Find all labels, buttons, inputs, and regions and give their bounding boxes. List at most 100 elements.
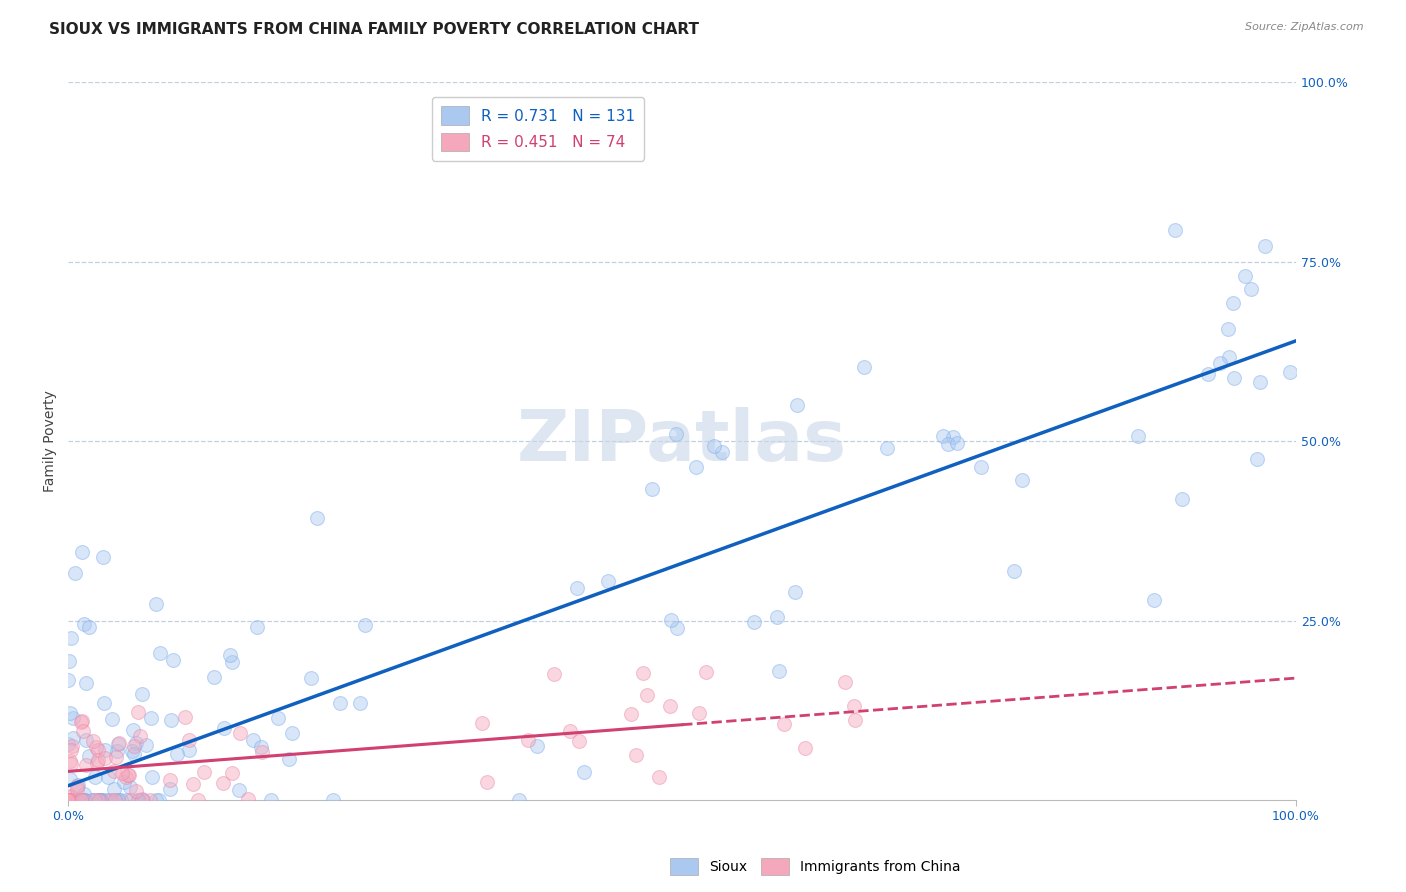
Point xyxy=(631,666,654,681)
Point xyxy=(228,782,250,797)
Point xyxy=(183,776,205,790)
Point xyxy=(299,671,322,685)
Point xyxy=(59,793,82,807)
Point xyxy=(783,585,806,599)
Point xyxy=(70,793,93,807)
Point xyxy=(122,739,145,753)
Point xyxy=(322,793,344,807)
Point xyxy=(77,749,100,764)
Point xyxy=(768,665,790,679)
Point xyxy=(58,793,80,807)
Point xyxy=(695,665,717,679)
Point xyxy=(86,756,108,771)
Point xyxy=(105,750,128,764)
Point xyxy=(246,620,269,634)
Point xyxy=(70,714,93,728)
Point xyxy=(63,793,86,807)
Point xyxy=(89,793,111,807)
Point xyxy=(626,748,648,763)
Point xyxy=(1218,322,1240,336)
Point xyxy=(946,435,969,450)
Point xyxy=(59,742,82,756)
Legend: R = 0.731   N = 131, R = 0.451   N = 74: R = 0.731 N = 131, R = 0.451 N = 74 xyxy=(432,97,644,161)
Point xyxy=(84,793,107,807)
Point xyxy=(1249,376,1271,390)
Point xyxy=(118,780,141,795)
Legend: Sioux, Immigrants from China: Sioux, Immigrants from China xyxy=(665,853,966,880)
Point xyxy=(94,742,117,756)
Point xyxy=(193,765,215,780)
Point xyxy=(58,789,80,803)
Point xyxy=(87,792,110,806)
Point xyxy=(107,736,129,750)
Point xyxy=(58,654,80,668)
Point xyxy=(66,781,89,796)
Point xyxy=(87,743,110,757)
Point xyxy=(75,758,97,772)
Point xyxy=(60,756,83,771)
Point xyxy=(250,739,273,754)
Point xyxy=(97,793,120,807)
Point xyxy=(103,764,125,778)
Point xyxy=(59,631,82,645)
Point xyxy=(66,778,89,792)
Text: ZIPatlas: ZIPatlas xyxy=(517,407,848,475)
Point xyxy=(970,459,993,474)
Point xyxy=(86,740,108,755)
Point xyxy=(1254,239,1277,253)
Point xyxy=(658,699,681,714)
Point xyxy=(105,743,128,757)
Point xyxy=(572,765,595,780)
Point xyxy=(101,712,124,726)
Point xyxy=(58,790,80,805)
Point xyxy=(1278,365,1301,379)
Point xyxy=(122,723,145,738)
Point xyxy=(166,747,188,761)
Point xyxy=(711,445,734,459)
Point xyxy=(58,793,80,807)
Point xyxy=(475,775,498,789)
Point xyxy=(834,674,856,689)
Point xyxy=(1164,223,1187,237)
Point xyxy=(131,793,153,807)
Point xyxy=(59,754,82,768)
Point xyxy=(58,793,80,807)
Point xyxy=(259,793,281,807)
Point xyxy=(82,734,104,748)
Point xyxy=(67,793,90,807)
Point xyxy=(73,793,96,807)
Point xyxy=(666,621,689,635)
Point xyxy=(685,459,707,474)
Point xyxy=(93,696,115,710)
Point xyxy=(1246,452,1268,467)
Point xyxy=(214,721,236,735)
Point xyxy=(75,733,97,747)
Point xyxy=(936,437,959,451)
Point xyxy=(100,793,122,807)
Point xyxy=(59,793,82,807)
Text: Source: ZipAtlas.com: Source: ZipAtlas.com xyxy=(1246,22,1364,32)
Point xyxy=(58,793,80,807)
Point xyxy=(218,648,240,662)
Point xyxy=(145,597,167,611)
Point xyxy=(127,793,149,807)
Point xyxy=(177,743,200,757)
Point xyxy=(543,667,565,681)
Point xyxy=(124,736,146,750)
Point xyxy=(526,739,548,754)
Point xyxy=(159,772,181,787)
Point xyxy=(115,770,138,784)
Point xyxy=(1222,296,1244,310)
Point xyxy=(517,733,540,747)
Point xyxy=(773,717,796,731)
Point xyxy=(567,582,589,596)
Point xyxy=(177,732,200,747)
Point xyxy=(129,729,152,743)
Point xyxy=(104,793,127,807)
Point xyxy=(72,787,94,801)
Point xyxy=(59,772,82,787)
Point xyxy=(568,734,591,748)
Point xyxy=(221,655,243,669)
Point xyxy=(135,738,157,752)
Point xyxy=(131,793,153,807)
